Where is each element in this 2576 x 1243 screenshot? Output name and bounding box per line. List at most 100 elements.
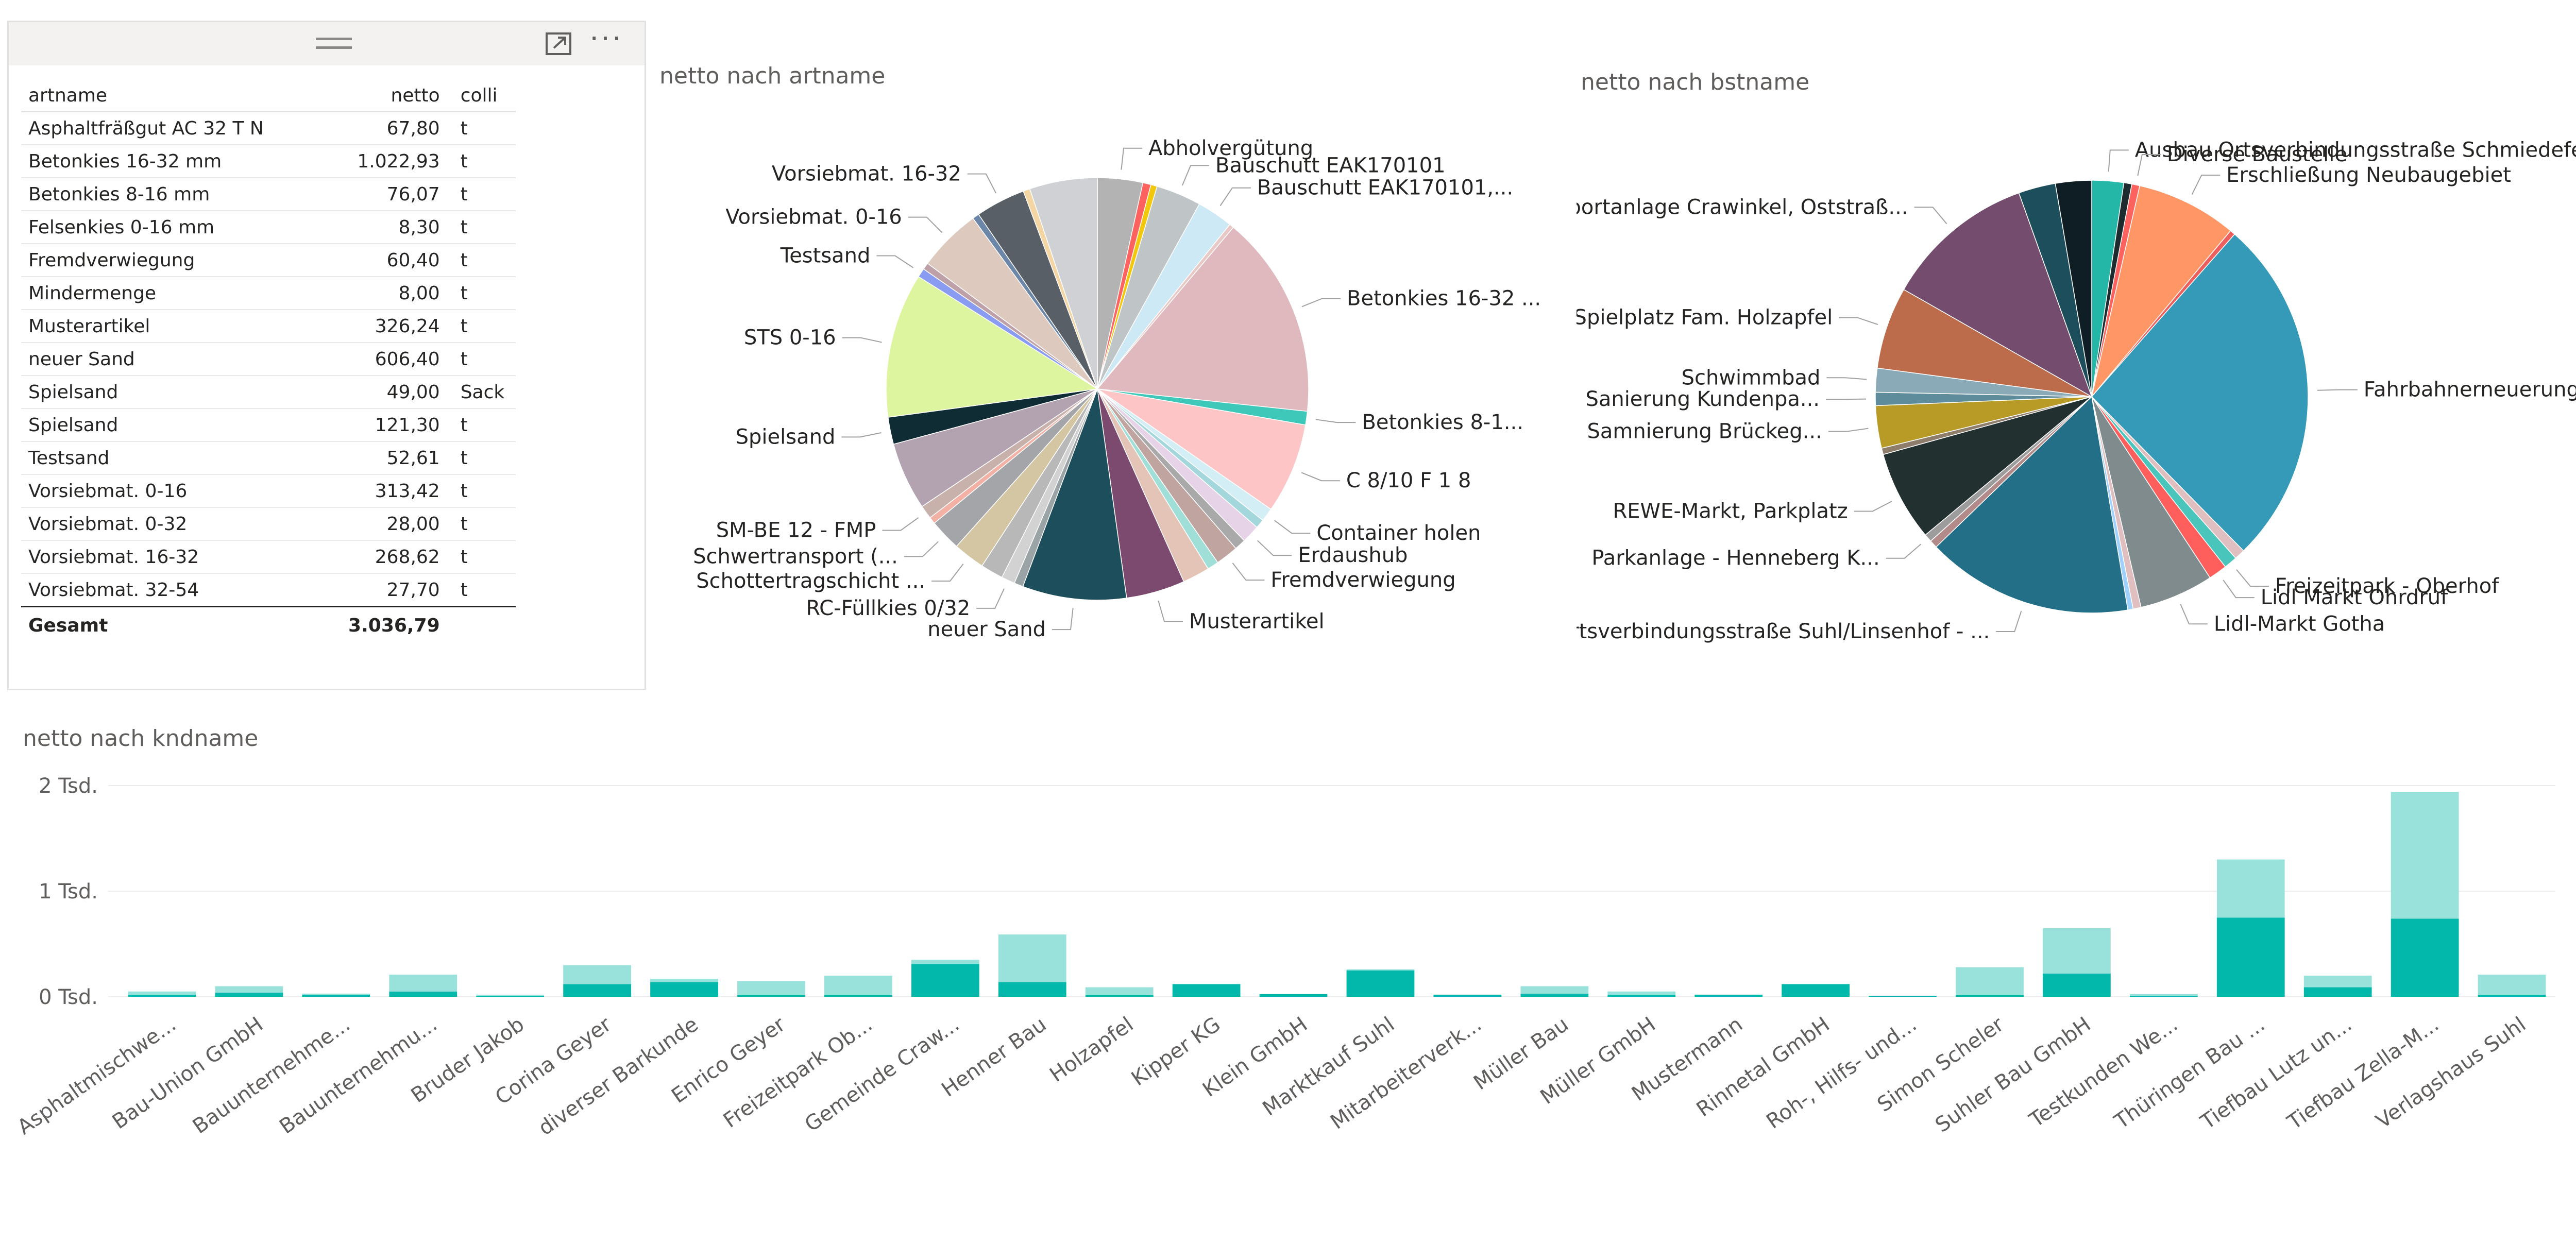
bar-segment[interactable] bbox=[215, 986, 283, 993]
pie-chart-bstname[interactable]: Ausbau Ortsverbindungsstraße Schmiedefel… bbox=[1577, 93, 2576, 685]
bar-segment[interactable] bbox=[128, 991, 196, 995]
more-options-icon[interactable]: ··· bbox=[589, 22, 623, 56]
bar-segment[interactable] bbox=[737, 981, 805, 995]
column-header[interactable]: netto bbox=[316, 80, 453, 112]
bar-segment[interactable] bbox=[389, 974, 457, 992]
bar-segment[interactable] bbox=[1172, 984, 1241, 997]
bar-segment[interactable] bbox=[2391, 918, 2459, 997]
pie-leader-line bbox=[1301, 472, 1340, 482]
pie-slice-label: Diverse Baustelle bbox=[2167, 143, 2347, 166]
bar-segment[interactable] bbox=[2216, 859, 2285, 918]
pie-slice[interactable] bbox=[1935, 396, 2129, 614]
pie-slice[interactable] bbox=[2091, 396, 2211, 608]
bar-segment[interactable] bbox=[650, 979, 718, 982]
column-header[interactable]: colli bbox=[453, 80, 516, 112]
bar-segment[interactable] bbox=[650, 982, 718, 997]
table-row[interactable]: Vorsiebmat. 16-32 268,62 t bbox=[21, 540, 516, 574]
pie-slice-label: SM-BE 12 - FMP bbox=[716, 518, 876, 542]
focus-mode-icon[interactable] bbox=[545, 30, 572, 56]
pie-slice[interactable] bbox=[1029, 177, 1098, 389]
bar-segment[interactable] bbox=[215, 992, 283, 997]
bar-segment[interactable] bbox=[1346, 970, 1415, 997]
cell-netto: 27,70 bbox=[316, 573, 453, 607]
bar-segment[interactable] bbox=[1346, 969, 1415, 970]
bar-segment[interactable] bbox=[476, 994, 545, 996]
pie-slice[interactable] bbox=[2091, 233, 2309, 552]
bar-segment[interactable] bbox=[302, 993, 370, 995]
table-row[interactable]: Musterartikel 326,24 t bbox=[21, 310, 516, 343]
pie-slice-label: C 8/10 F 1 8 bbox=[1346, 469, 1471, 492]
pie-slice-label: Sportanlage Crawinkel, Oststraß... bbox=[1577, 195, 1908, 219]
bar-segment[interactable] bbox=[2043, 973, 2111, 997]
bar-segment[interactable] bbox=[1085, 987, 1154, 995]
column-header[interactable]: artname bbox=[21, 80, 317, 112]
pie-slice[interactable] bbox=[1022, 388, 1127, 601]
pie-slice[interactable] bbox=[1096, 227, 1309, 412]
bar-segment[interactable] bbox=[1433, 994, 1502, 997]
bar-segment[interactable] bbox=[1520, 993, 1589, 997]
bar-segment[interactable] bbox=[1520, 986, 1589, 994]
drag-handle-icon[interactable] bbox=[316, 38, 352, 49]
bar-segment[interactable] bbox=[2043, 928, 2111, 974]
bar-segment[interactable] bbox=[2478, 994, 2546, 997]
table-row[interactable]: Asphaltfräßgut AC 32 T N 67,80 t bbox=[21, 111, 516, 145]
bar-segment[interactable] bbox=[128, 994, 196, 997]
bar-segment[interactable] bbox=[389, 991, 457, 997]
bar-segment[interactable] bbox=[1694, 994, 1763, 997]
bar-segment[interactable] bbox=[1085, 995, 1154, 997]
bar-segment[interactable] bbox=[1782, 984, 1850, 997]
pie-slice[interactable] bbox=[1883, 396, 2092, 536]
bar-segment[interactable] bbox=[998, 982, 1066, 997]
bar-segment[interactable] bbox=[302, 994, 370, 997]
x-tick-label: Bau-Union GmbH bbox=[108, 1013, 267, 1134]
bar-segment[interactable] bbox=[2391, 792, 2459, 919]
bar-chart-kndname[interactable]: 0 Tsd. 1 Tsd. 2 Tsd. Asphaltmischwe...Bau-U… bbox=[0, 752, 2576, 1241]
pie-leader-line bbox=[882, 517, 919, 531]
table-row[interactable]: Felsenkies 0-16 mm 8,30 t bbox=[21, 211, 516, 244]
pie-slice[interactable] bbox=[1097, 388, 1306, 510]
pie-slice[interactable] bbox=[2055, 180, 2092, 397]
bar-segment[interactable] bbox=[737, 995, 805, 997]
pie-slice[interactable] bbox=[1876, 288, 2092, 397]
bar-segment[interactable] bbox=[1259, 994, 1328, 997]
pie-leader-line bbox=[1181, 165, 1210, 186]
cell-artname: Fremdverwiegung bbox=[21, 244, 317, 277]
bar-segment[interactable] bbox=[2129, 995, 2198, 997]
table-row[interactable]: neuer Sand 606,40 t bbox=[21, 343, 516, 376]
table-visual[interactable]: ··· artname netto colli Asphaltfräßgut A… bbox=[7, 21, 646, 690]
table-row[interactable]: Vorsiebmat. 0-16 313,42 t bbox=[21, 474, 516, 508]
table-row[interactable]: Spielsand 121,30 t bbox=[21, 408, 516, 442]
pie-slice[interactable] bbox=[886, 276, 1099, 418]
table-row[interactable]: Fremdverwiegung 60,40 t bbox=[21, 244, 516, 277]
table-row[interactable]: Betonkies 8-16 mm 76,07 t bbox=[21, 178, 516, 211]
bar-segment[interactable] bbox=[1956, 995, 2024, 997]
pie-slice[interactable] bbox=[1903, 192, 2093, 398]
bar-segment[interactable] bbox=[998, 934, 1066, 982]
bar-segment[interactable] bbox=[1869, 995, 1937, 997]
bar-segment[interactable] bbox=[2303, 987, 2372, 997]
table-row[interactable]: Betonkies 16-32 mm 1.022,93 t bbox=[21, 145, 516, 178]
bar-segment[interactable] bbox=[1607, 994, 1676, 997]
bar-segment[interactable] bbox=[1607, 991, 1676, 995]
table-row[interactable]: Spielsand 49,00 Sack bbox=[21, 376, 516, 409]
table-row[interactable]: Vorsiebmat. 32-54 27,70 t bbox=[21, 573, 516, 607]
bar-segment[interactable] bbox=[2129, 994, 2198, 996]
bar-segment[interactable] bbox=[476, 995, 545, 997]
pie-slice-label: Samnierung Brückeg... bbox=[1587, 420, 1822, 444]
bar-segment[interactable] bbox=[2216, 917, 2285, 997]
table-row[interactable]: Vorsiebmat. 0-32 28,00 t bbox=[21, 507, 516, 541]
bar-segment[interactable] bbox=[911, 960, 979, 964]
bar-segment[interactable] bbox=[824, 976, 892, 995]
bar-segment[interactable] bbox=[563, 965, 631, 984]
bar-segment[interactable] bbox=[911, 964, 979, 997]
table-row[interactable]: Mindermenge 8,00 t bbox=[21, 277, 516, 310]
x-tick-label: Bauunternehmu... bbox=[275, 1013, 442, 1139]
pie-slice[interactable] bbox=[2091, 185, 2231, 397]
bar-segment[interactable] bbox=[824, 995, 892, 997]
bar-segment[interactable] bbox=[1956, 967, 2024, 995]
bar-segment[interactable] bbox=[563, 984, 631, 997]
bar-segment[interactable] bbox=[2478, 974, 2546, 995]
table-row[interactable]: Testsand 52,61 t bbox=[21, 441, 516, 475]
bar-segment[interactable] bbox=[2303, 976, 2372, 987]
